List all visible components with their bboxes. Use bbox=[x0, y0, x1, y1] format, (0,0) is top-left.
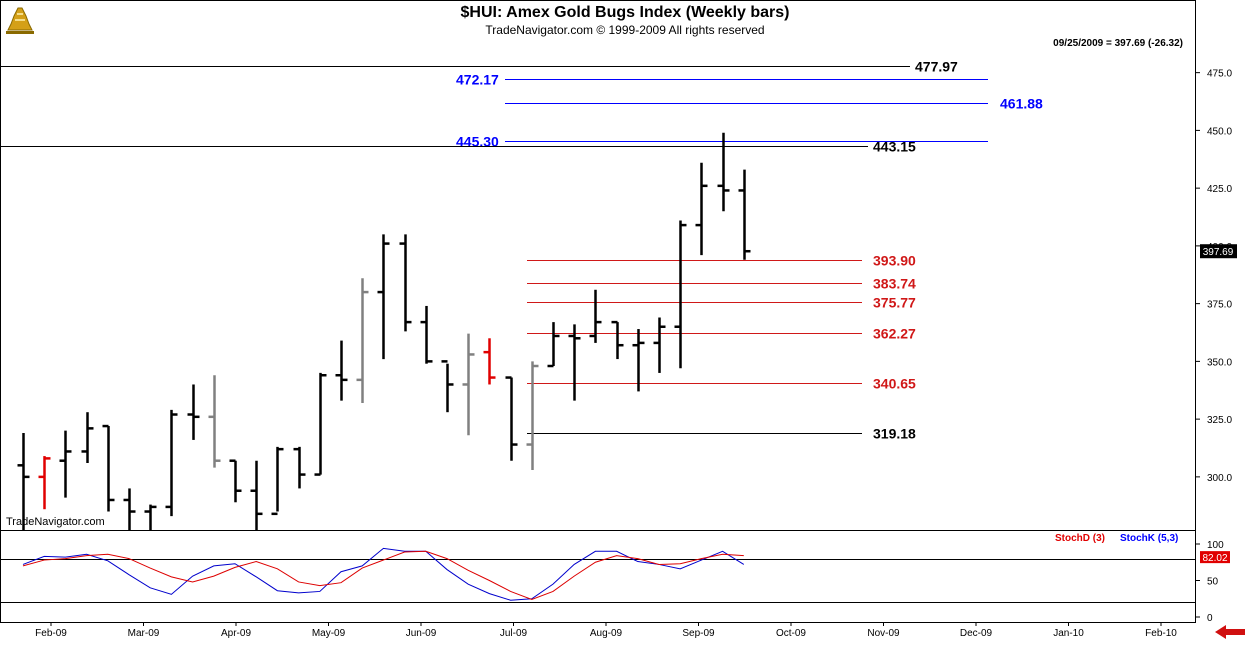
last-price-tag bbox=[1200, 244, 1237, 259]
x-tick-label: Feb-10 bbox=[1145, 628, 1177, 639]
price-readout: 09/25/2009 = 397.69 (-26.32) bbox=[1053, 38, 1183, 49]
x-tick-label: Feb-09 bbox=[35, 628, 67, 639]
trade-navigator-logo-icon bbox=[2, 2, 38, 43]
level-label: 443.15 bbox=[873, 139, 916, 155]
level-label: 477.97 bbox=[915, 59, 958, 75]
level-label: 319.18 bbox=[873, 426, 916, 442]
stochd-line bbox=[22, 550, 744, 601]
x-tick-label: Jul-09 bbox=[500, 628, 528, 639]
stoch-y-tick-label: 0 bbox=[1207, 613, 1213, 624]
x-tick-label: Apr-09 bbox=[221, 628, 251, 639]
x-tick-label: Dec-09 bbox=[960, 628, 993, 639]
level-label: 362.27 bbox=[873, 326, 916, 342]
watermark: TradeNavigator.com bbox=[6, 516, 105, 528]
stoch-legend-item: StochD (3) bbox=[1055, 533, 1105, 544]
y-tick-label: 300.0 bbox=[1207, 473, 1232, 484]
level-label: 445.30 bbox=[456, 134, 499, 150]
stoch-value-label: 82.02 bbox=[1202, 553, 1227, 564]
y-tick-label: 375.0 bbox=[1207, 300, 1232, 311]
x-tick-label: Mar-09 bbox=[128, 628, 160, 639]
level-label: 472.17 bbox=[456, 72, 499, 88]
stoch-y-tick-label: 100 bbox=[1207, 540, 1224, 551]
chart-subtitle: TradeNavigator.com © 1999-2009 All right… bbox=[485, 23, 765, 37]
stoch-value-tag bbox=[1200, 551, 1230, 564]
y-tick-label: 475.0 bbox=[1207, 69, 1232, 80]
chart-frame bbox=[0, 0, 1196, 623]
level-label: 383.74 bbox=[873, 276, 916, 292]
level-label: 461.88 bbox=[1000, 96, 1043, 112]
y-tick-label: 350.0 bbox=[1207, 357, 1232, 368]
x-tick-label: Nov-09 bbox=[867, 628, 900, 639]
x-tick-label: Jun-09 bbox=[406, 628, 437, 639]
y-tick-label: 425.0 bbox=[1207, 184, 1232, 195]
level-label: 340.65 bbox=[873, 376, 916, 392]
stoch-legend-item: StochK (5,3) bbox=[1120, 533, 1178, 544]
level-label: 375.77 bbox=[873, 295, 916, 311]
level-label: 393.90 bbox=[873, 253, 916, 269]
x-tick-label: Sep-09 bbox=[682, 628, 715, 639]
last-price-label: 397.69 bbox=[1203, 247, 1234, 258]
x-tick-label: May-09 bbox=[312, 628, 346, 639]
stoch-y-tick-label: 50 bbox=[1207, 577, 1219, 588]
stochk-line bbox=[22, 547, 745, 601]
x-tick-label: Aug-09 bbox=[590, 628, 623, 639]
y-tick-label: 450.0 bbox=[1207, 126, 1232, 137]
y-tick-label: 325.0 bbox=[1207, 415, 1232, 426]
chart-title: $HUI: Amex Gold Bugs Index (Weekly bars) bbox=[460, 4, 790, 21]
x-tick-label: Jan-10 bbox=[1053, 628, 1084, 639]
x-tick-label: Oct-09 bbox=[776, 628, 806, 639]
scroll-left-arrow-icon[interactable] bbox=[1212, 624, 1248, 645]
